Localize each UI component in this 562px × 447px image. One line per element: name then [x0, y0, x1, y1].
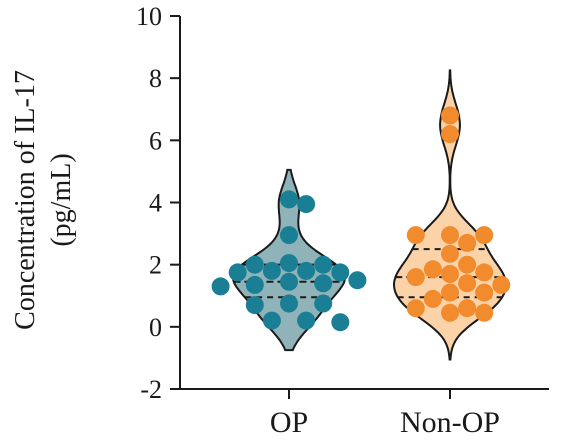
data-point [441, 244, 459, 263]
data-point [280, 190, 298, 209]
data-point [458, 255, 477, 274]
data-point [280, 226, 298, 245]
data-point [245, 296, 264, 315]
data-point [475, 303, 494, 322]
data-point [423, 289, 442, 308]
data-point [406, 299, 425, 318]
data-point [297, 311, 316, 330]
data-point [475, 226, 494, 245]
data-point [331, 263, 350, 282]
data-point [314, 294, 333, 313]
y-tick-label: 4 [149, 189, 162, 218]
x-tick-label: OP [270, 406, 308, 439]
data-point [441, 226, 459, 245]
data-point [406, 226, 425, 245]
data-point [262, 311, 281, 330]
data-point [475, 283, 494, 302]
data-point [441, 106, 459, 125]
data-point [441, 283, 459, 302]
data-point [458, 233, 477, 252]
y-axis-title: Concentration of IL-17 (pg/mL) [10, 70, 77, 330]
plot-area: -2 0 2 4 6 8 10 OP Non-OP [136, 2, 549, 439]
data-point [441, 303, 459, 322]
data-point [314, 274, 333, 293]
data-point [228, 263, 247, 282]
data-point [406, 268, 425, 287]
y-axis-title-line-1: Concentration of IL-17 [10, 70, 41, 330]
data-point [441, 125, 459, 144]
data-point [348, 271, 367, 290]
data-point [314, 255, 333, 274]
data-point [423, 260, 442, 279]
data-point [441, 265, 459, 283]
x-tick-label: Non-OP [400, 406, 500, 439]
data-point [297, 195, 316, 214]
data-point [475, 263, 494, 282]
y-tick-label: 2 [149, 251, 162, 280]
data-point [492, 275, 511, 294]
data-point [280, 294, 298, 313]
data-point [245, 255, 264, 274]
data-point [280, 254, 298, 273]
y-tick-label: 6 [149, 126, 162, 155]
data-point [458, 299, 477, 318]
data-point [331, 313, 350, 332]
data-point [245, 275, 264, 294]
data-point [297, 261, 316, 280]
y-tick-label: -2 [140, 375, 162, 404]
data-point [262, 261, 281, 280]
data-point [280, 272, 298, 291]
y-tick-label: 10 [136, 2, 162, 31]
data-point [458, 274, 477, 293]
y-axis-title-line-2: (pg/mL) [46, 153, 77, 246]
y-tick-label: 0 [149, 313, 162, 342]
y-tick-label: 8 [149, 64, 162, 93]
data-point [211, 277, 230, 296]
